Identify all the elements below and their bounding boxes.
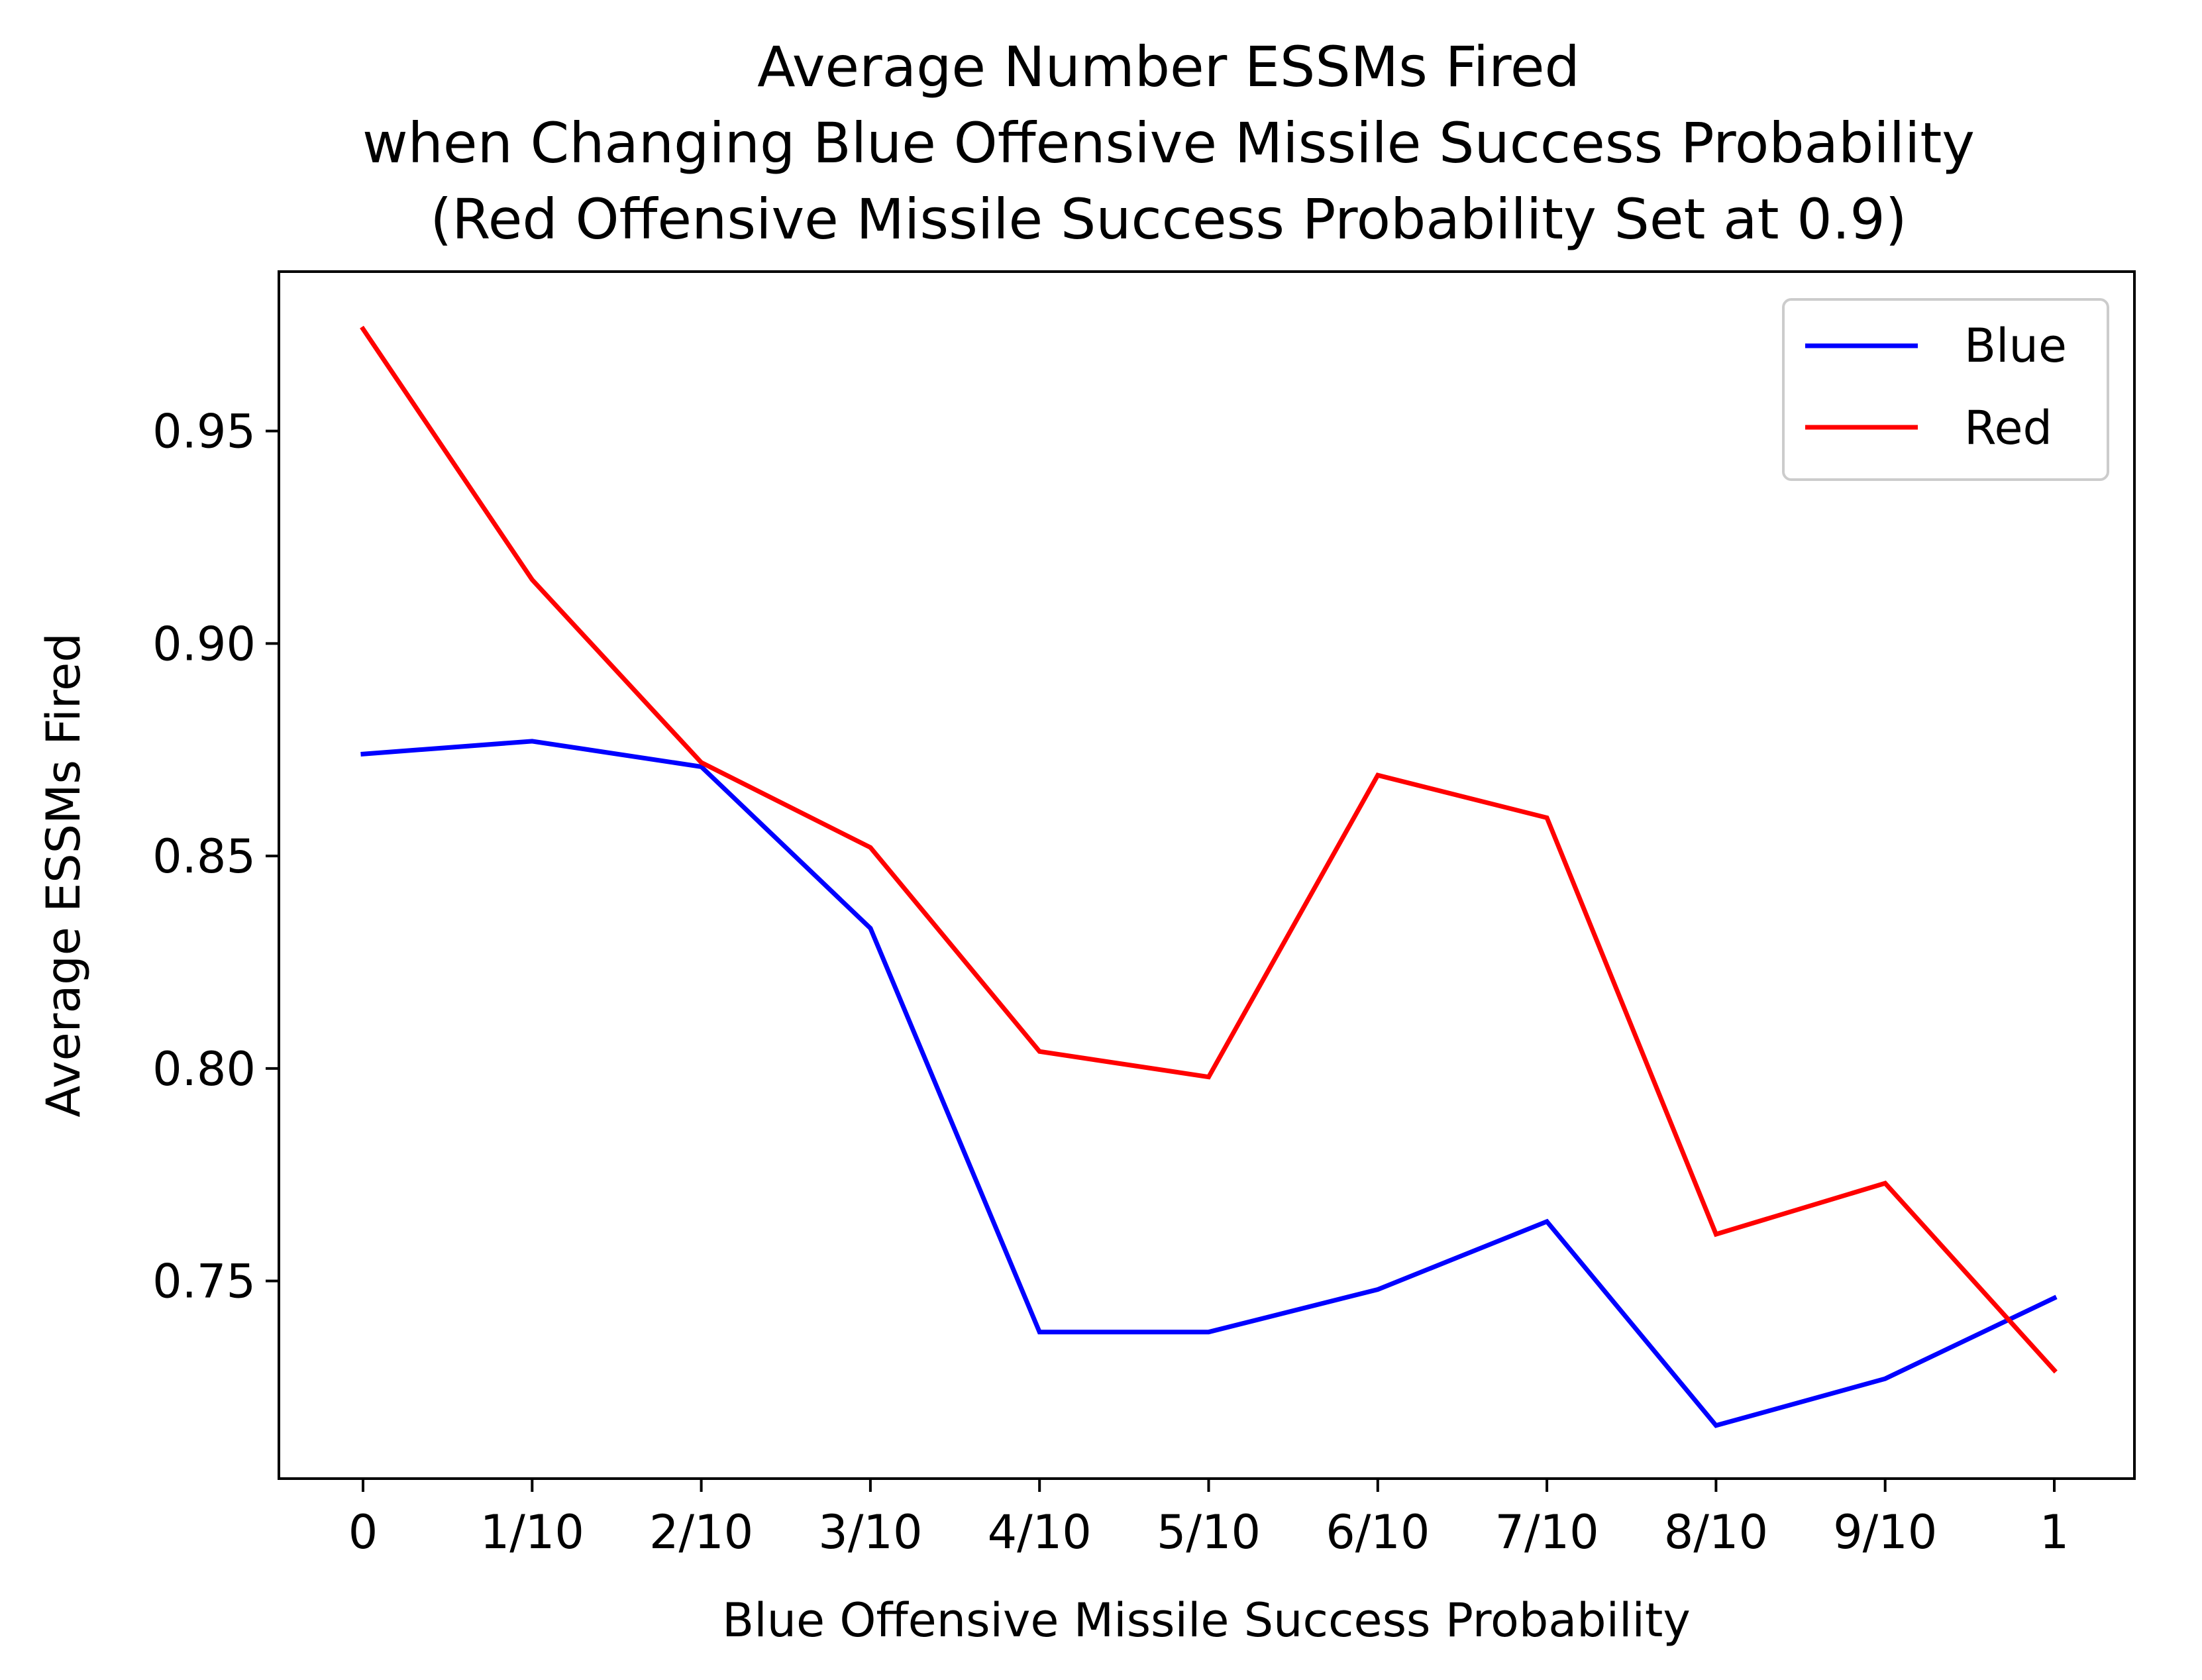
y-tick-label: 0.85 [152, 829, 256, 884]
x-tick-label: 0 [348, 1505, 378, 1559]
x-tick-label: 3/10 [818, 1505, 922, 1559]
y-axis-ticks: 0.75 0.80 0.85 0.90 0.95 [152, 405, 279, 1309]
title-line-3: (Red Offensive Missile Success Probabili… [430, 187, 1907, 252]
x-tick-label: 2/10 [649, 1505, 753, 1559]
x-tick-label: 5/10 [1157, 1505, 1261, 1559]
x-tick-label: 7/10 [1494, 1505, 1599, 1559]
legend-label-red: Red [1964, 401, 2052, 455]
y-axis-label: Average ESSMs Fired [36, 633, 91, 1117]
y-tick-label: 0.75 [152, 1255, 256, 1309]
title-line-1: Average Number ESSMs Fired [757, 34, 1580, 99]
legend: Blue Red [1782, 298, 2109, 481]
x-tick-label: 6/10 [1326, 1505, 1430, 1559]
x-tick-label: 9/10 [1833, 1505, 1937, 1559]
plot-area [360, 325, 2058, 1428]
x-axis-label: Blue Offensive Missile Success Probabili… [722, 1593, 1691, 1648]
x-tick-label: 4/10 [988, 1505, 1092, 1559]
chart-title: Average Number ESSMs Fired when Changing… [362, 34, 1975, 252]
plot-frame [278, 270, 2136, 1480]
x-tick-label: 1 [2040, 1505, 2070, 1559]
x-axis-ticks: 0 1/10 2/10 3/10 4/10 5/10 6/10 7/10 8/10 9/10 1 [348, 1479, 2070, 1559]
x-tick-label: 8/10 [1664, 1505, 1768, 1559]
y-tick-label: 0.80 [152, 1042, 256, 1096]
title-line-2: when Changing Blue Offensive Missile Suc… [362, 111, 1975, 176]
x-tick-label: 1/10 [480, 1505, 584, 1559]
y-tick-label: 0.95 [152, 405, 256, 459]
series-line-blue [360, 739, 2058, 1428]
series-line-red [360, 325, 2058, 1374]
y-tick-label: 0.90 [152, 617, 256, 671]
legend-label-blue: Blue [1964, 319, 2067, 373]
